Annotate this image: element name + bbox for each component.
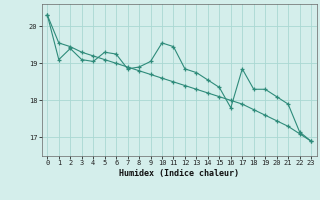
X-axis label: Humidex (Indice chaleur): Humidex (Indice chaleur) bbox=[119, 169, 239, 178]
